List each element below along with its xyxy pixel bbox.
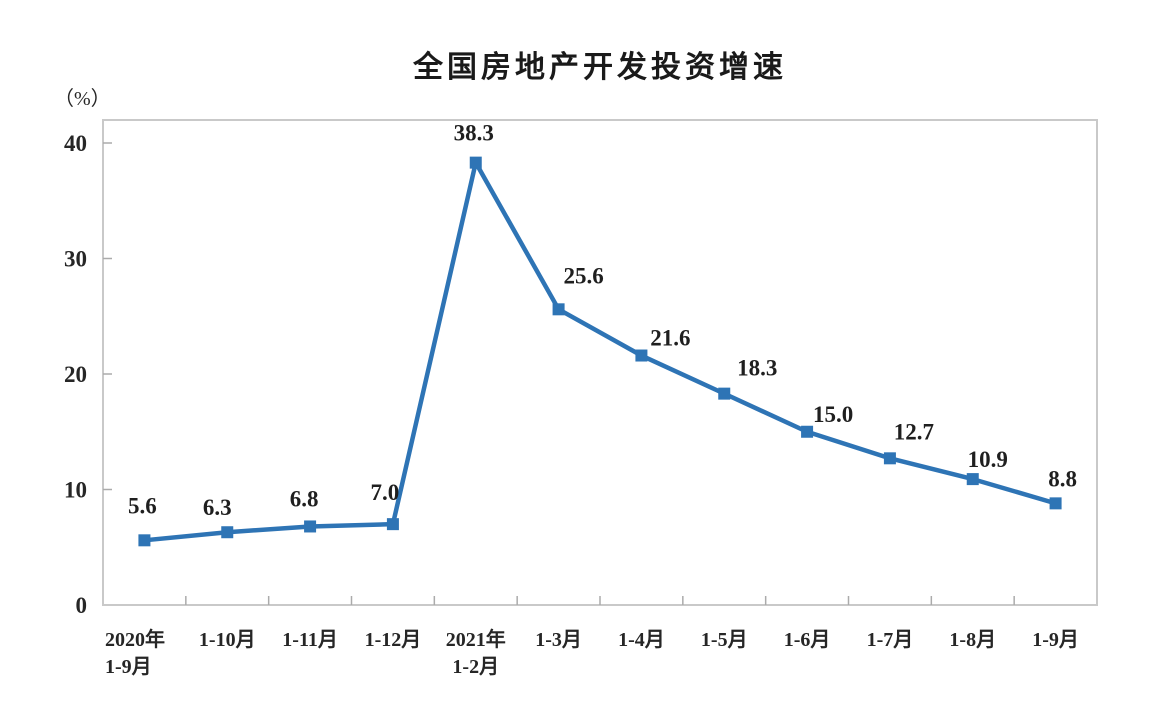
data-point-marker [801,425,814,438]
data-label: 5.6 [128,493,157,518]
data-label: 12.7 [894,419,934,444]
data-point-marker [221,526,234,539]
data-point-marker [1049,497,1062,510]
x-axis-label: 2020年 [105,627,165,651]
x-axis-label: 1-4月 [618,629,665,651]
y-tick-label: 0 [76,593,88,618]
x-axis-label: 1-5月 [701,629,748,651]
data-label: 21.6 [650,326,690,351]
x-axis-label: 1-10月 [199,629,256,651]
data-label: 15.0 [813,402,853,427]
y-tick-label: 40 [64,131,87,156]
data-label: 38.3 [454,121,494,146]
data-point-marker [883,452,896,465]
y-tick-label: 10 [64,478,87,503]
data-label: 6.8 [290,486,319,511]
data-label: 10.9 [968,447,1008,472]
data-label: 25.6 [563,263,603,288]
x-axis-label: 2021年 [446,627,506,651]
x-axis-label: 1-6月 [784,629,831,651]
data-label: 8.8 [1048,466,1077,491]
data-line [142,160,1058,543]
y-axis-unit-label: （%） [54,88,111,110]
x-axis-label: 1-9月 [105,656,152,678]
y-tick-label: 30 [64,247,87,272]
data-label: 18.3 [737,356,777,381]
x-axis-label: 1-7月 [867,629,914,651]
data-point-marker [635,349,648,362]
data-point-marker [966,473,979,486]
data-point-marker [138,534,151,547]
x-axis-label: 1-11月 [282,629,338,651]
data-point-marker [304,520,317,533]
x-axis-label: 1-2月 [452,656,499,678]
data-point-marker [386,518,399,531]
data-point-marker [718,387,731,400]
x-axis-label: 1-9月 [1032,629,1079,651]
x-axis-label: 1-8月 [949,629,996,651]
data-point-marker [469,156,482,169]
chart-title: 全国房地产开发投资增速 [413,51,787,84]
x-axis-label: 1-12月 [365,629,422,651]
data-point-marker [552,303,565,316]
data-label: 6.3 [203,495,232,520]
data-label: 7.0 [371,480,400,505]
y-tick-label: 20 [64,362,87,387]
x-axis-label: 1-3月 [535,629,582,651]
